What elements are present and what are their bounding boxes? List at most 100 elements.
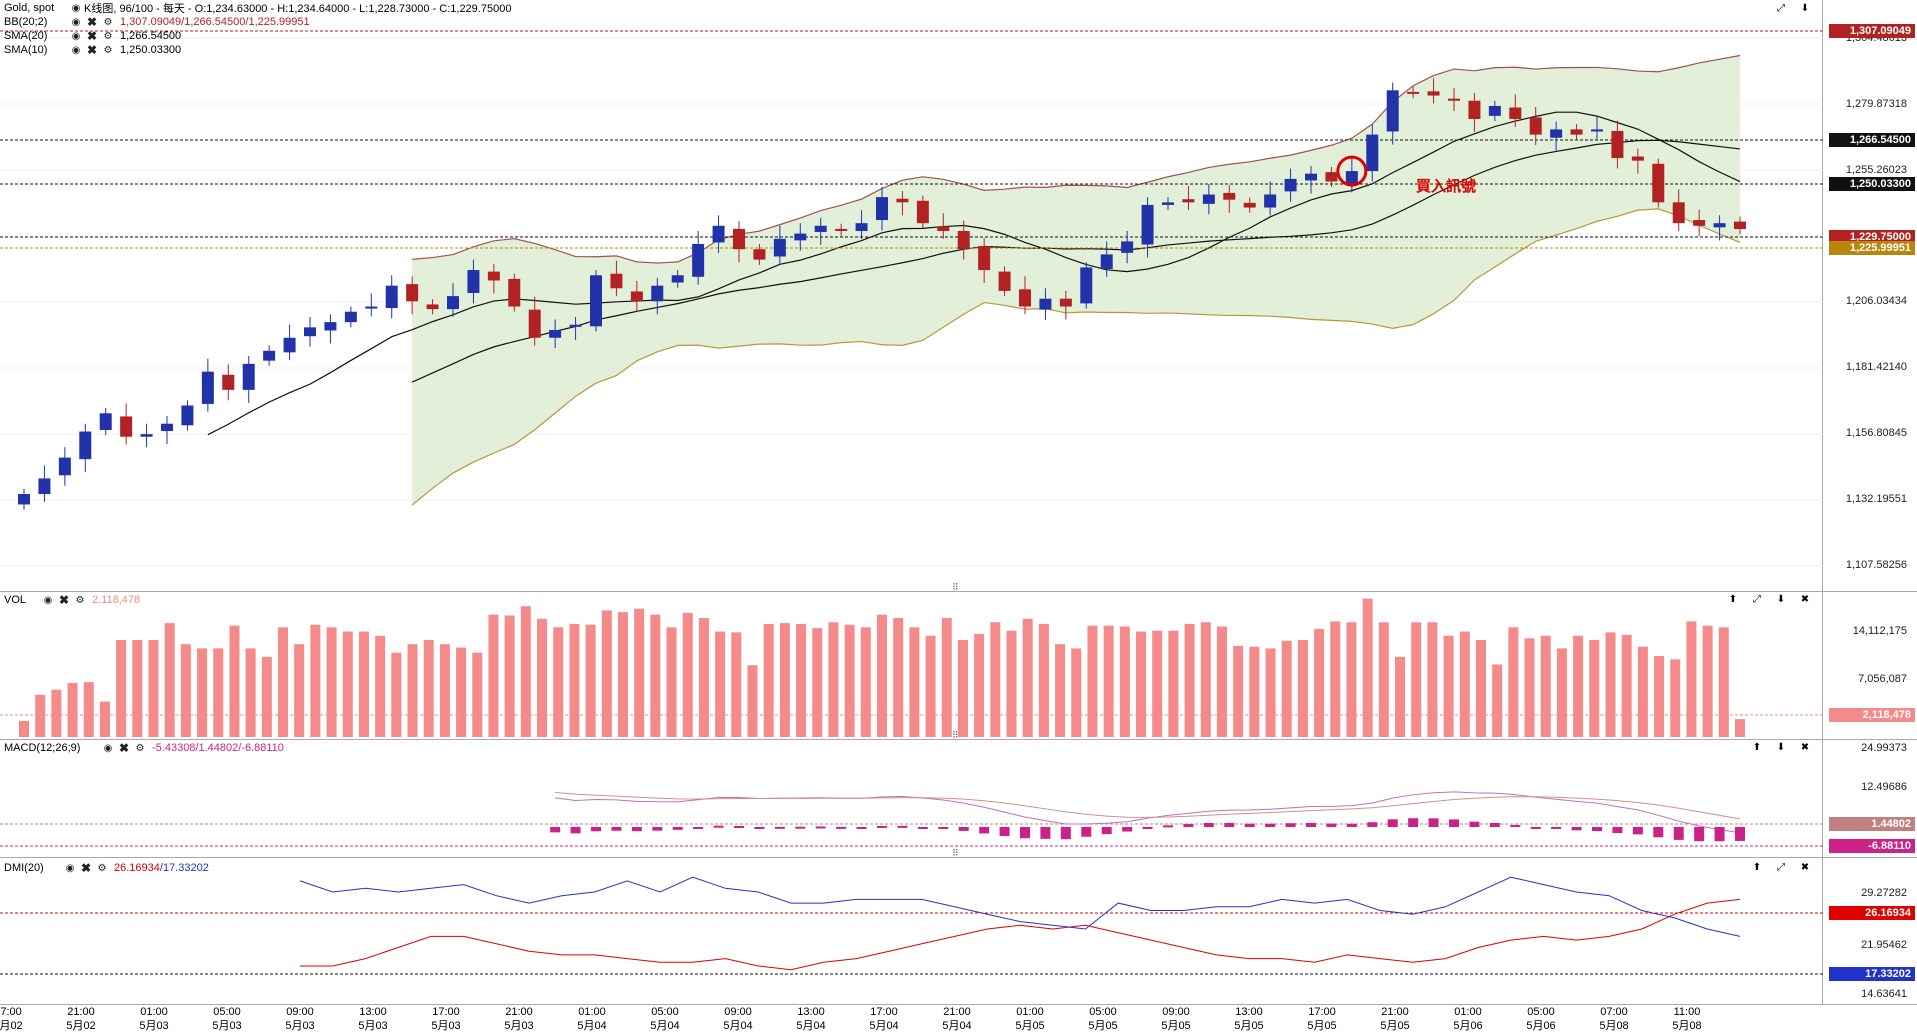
dmi-pane[interactable]: DMI(20) ◉ ✖ ⚙ 26.16934 /17.33202 ⬆ ⤢ ✖ 2… (0, 857, 1917, 1005)
date-label: 5月06 (1453, 1020, 1483, 1032)
close-icon[interactable]: ✖ (1800, 594, 1810, 605)
volume-axis[interactable]: 14,112,175 7,056,087 2,118,478 (1823, 591, 1917, 739)
dmi-plot[interactable]: DMI(20) ◉ ✖ ⚙ 26.16934 /17.33202 ⬆ ⤢ ✖ (0, 857, 1823, 1004)
gear-icon[interactable]: ⚙ (103, 30, 113, 42)
vol-tag: 2,118,478 (1829, 708, 1915, 722)
arrow-up-icon[interactable]: ⬆ (1728, 594, 1738, 605)
bollinger-upper-line (412, 54, 1741, 264)
eye-icon[interactable]: ◉ (71, 16, 81, 28)
macd-pane[interactable]: MACD(12;26;9) ◉ ✖ ⚙ -5.43308/1.44802/-6.… (0, 739, 1917, 858)
arrow-up-icon[interactable]: ⬆ (1752, 742, 1762, 753)
maximize-icon[interactable]: ⤢ (1777, 3, 1785, 14)
volume-bar (1103, 625, 1114, 737)
candle-body (201, 371, 214, 404)
resize-handle[interactable]: ⠿ (952, 848, 959, 858)
candle-body (140, 434, 153, 437)
price-axis[interactable]: 1,304.48613 1,279.87318 1,255.26023 1,20… (1823, 0, 1917, 591)
volume-bar (601, 610, 612, 737)
time-axis-label: 17:00 5月02 (0, 1005, 23, 1033)
macd-histogram-bar (1367, 822, 1378, 827)
dmi-label: DMI(20) (4, 862, 44, 874)
time-axis-label: 09:00 5月04 (723, 1005, 752, 1033)
macd-histogram-bar (1060, 827, 1071, 840)
eye-icon[interactable]: ◉ (71, 30, 81, 42)
macd-plot[interactable]: MACD(12;26;9) ◉ ✖ ⚙ -5.43308/1.44802/-6.… (0, 739, 1823, 857)
eye-icon[interactable]: ◉ (71, 44, 81, 56)
volume-bar (682, 612, 693, 737)
volume-pane[interactable]: VOL ◉ ✖ ⚙ 2,118,478 ⬆ ⤢ ⬇ ✖ 14,112,175 7… (0, 591, 1917, 740)
candle-body (1550, 129, 1563, 138)
candle-body (855, 223, 868, 231)
resize-handle[interactable]: ⠿ (952, 730, 959, 740)
close-icon[interactable]: ✖ (1800, 862, 1810, 873)
macd-axis[interactable]: 24.99373 12.49686 1.44802 -6.88110 (1823, 739, 1917, 857)
close-icon[interactable]: ✖ (58, 593, 70, 607)
time-axis-label: 07:00 5月08 (1599, 1005, 1628, 1033)
gear-icon[interactable]: ⚙ (103, 16, 113, 28)
gear-icon[interactable]: ⚙ (97, 862, 107, 874)
legend-sma10: SMA(10) ◉ ✖ ⚙ 1,250.03300 (4, 43, 181, 57)
candle-body (487, 271, 500, 281)
volume-bar (1556, 648, 1567, 737)
macd-histogram-bar (1510, 824, 1521, 827)
close-icon[interactable]: ✖ (118, 741, 130, 755)
maximize-icon[interactable]: ⤢ (1777, 862, 1785, 873)
candle-body (426, 304, 439, 310)
arrow-down-icon[interactable]: ⬇ (1800, 3, 1810, 14)
arrow-up-icon[interactable]: ⬆ (1752, 862, 1762, 873)
close-icon[interactable]: ✖ (86, 15, 98, 29)
vol-value: 2,118,478 (92, 594, 141, 606)
eye-icon[interactable]: ◉ (43, 594, 53, 606)
macd-histogram-bar (713, 825, 724, 828)
volume-bar (294, 644, 305, 737)
time-axis[interactable]: 17:005月0221:005月0201:005月0305:005月0309:0… (0, 1004, 1823, 1033)
macd-label: MACD(12;26;9) (4, 742, 81, 754)
volume-bar (472, 652, 483, 737)
gear-icon[interactable]: ⚙ (75, 594, 85, 606)
volume-bar (391, 652, 402, 737)
volume-bar (1670, 659, 1681, 737)
volume-bar (553, 627, 564, 737)
arrow-down-icon[interactable]: ⬇ (1776, 742, 1786, 753)
resize-handle[interactable]: ⠿ (952, 582, 959, 592)
candle-body (1427, 91, 1440, 96)
arrow-down-icon[interactable]: ⬇ (1776, 594, 1786, 605)
volume-bar (779, 623, 790, 737)
eye-icon[interactable]: ◉ (71, 2, 81, 14)
eye-icon[interactable]: ◉ (103, 742, 113, 754)
candle-body (733, 228, 745, 250)
gear-icon[interactable]: ⚙ (103, 44, 113, 56)
candle-body (1448, 98, 1460, 101)
bollinger-band-fill (412, 55, 1741, 506)
macd-histogram-bar (1101, 827, 1112, 835)
macd-histogram-bar (1653, 827, 1664, 838)
price-plot[interactable]: Gold, spot ◉ K线图, 96/100 - 每天 - O:1,234.… (0, 0, 1823, 591)
gear-icon[interactable]: ⚙ (135, 742, 145, 754)
macd-histogram-bar (1408, 818, 1419, 827)
macd-histogram-bar (1081, 827, 1092, 837)
maximize-icon[interactable]: ⤢ (1753, 594, 1761, 605)
volume-bar (1605, 632, 1616, 737)
time-axis-label: 05:00 5月05 (1088, 1005, 1117, 1033)
volume-bar (1297, 639, 1308, 737)
volume-bar (83, 682, 94, 737)
candle-body (1223, 192, 1236, 200)
dmi-tick: 29.27282 (1861, 887, 1907, 899)
candle-body (1264, 194, 1277, 208)
volume-bar (1427, 622, 1438, 737)
macd-histogram-bar (1551, 827, 1562, 829)
close-icon[interactable]: ✖ (1800, 742, 1810, 753)
close-icon[interactable]: ✖ (86, 29, 98, 43)
close-icon[interactable]: ✖ (86, 43, 98, 57)
volume-bar (1168, 630, 1179, 737)
macd-histogram-bar (877, 825, 887, 828)
price-pane[interactable]: Gold, spot ◉ K线图, 96/100 - 每天 - O:1,234.… (0, 0, 1917, 592)
eye-icon[interactable]: ◉ (65, 862, 75, 874)
close-icon[interactable]: ✖ (80, 861, 92, 875)
price-chart[interactable] (0, 0, 1823, 591)
volume-bar (634, 608, 645, 737)
volume-plot[interactable]: VOL ◉ ✖ ⚙ 2,118,478 ⬆ ⤢ ⬇ ✖ (0, 591, 1823, 739)
dmi-axis[interactable]: 29.27282 21.95462 14.63641 26.16934 17.3… (1823, 857, 1917, 1004)
macd-histogram-bar (734, 825, 744, 828)
time-axis-label: 09:00 5月03 (285, 1005, 314, 1033)
